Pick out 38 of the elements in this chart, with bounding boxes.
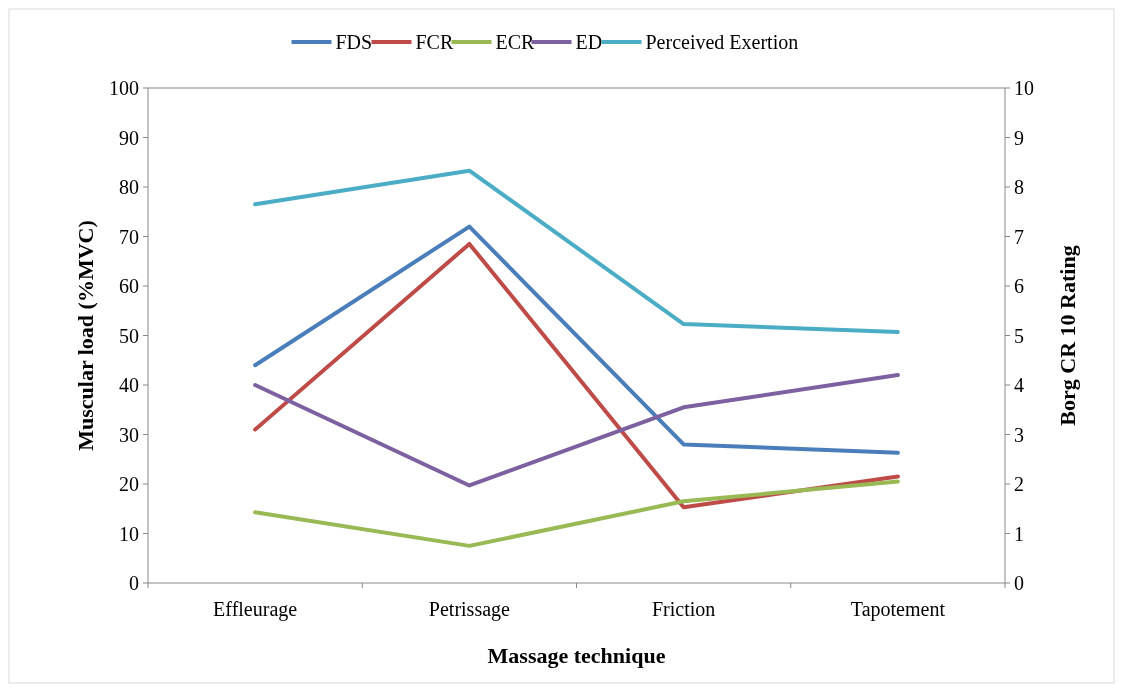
y-tick-label: 80 bbox=[119, 176, 139, 198]
y2-tick-label: 3 bbox=[1014, 423, 1024, 446]
x-tick-label: Petrissage bbox=[428, 598, 511, 621]
y2-tick-label: 0 bbox=[1014, 572, 1024, 594]
y-tick-label: 30 bbox=[119, 423, 139, 446]
y-tick-label: 40 bbox=[119, 374, 139, 396]
line-series bbox=[253, 479, 900, 548]
y2-tick-label: 4 bbox=[1014, 374, 1024, 396]
y2-tick-label: 9 bbox=[1014, 126, 1024, 149]
x-tick-label: Friction bbox=[651, 598, 716, 620]
y-axis-title: Muscular load (%MVC) bbox=[73, 220, 98, 451]
legend-label: FCR bbox=[415, 31, 454, 53]
y-tick-label: 50 bbox=[119, 324, 139, 347]
y-tick-label: 100 bbox=[109, 77, 139, 99]
y-tick-label: 60 bbox=[119, 275, 139, 297]
x-tick-label: Tapotement bbox=[850, 598, 946, 621]
y2-tick-label: 6 bbox=[1014, 275, 1024, 297]
line-series bbox=[253, 224, 900, 455]
y2-axis-title: Borg CR 10 Rating bbox=[1055, 245, 1080, 426]
x-axis-title: Massage technique bbox=[487, 643, 666, 668]
line-series bbox=[253, 168, 900, 335]
y2-tick-label: 8 bbox=[1014, 176, 1024, 198]
legend-label: Perceived Exertion bbox=[645, 31, 799, 53]
legend-label: ECR bbox=[495, 31, 536, 53]
y-tick-label: 10 bbox=[119, 522, 139, 545]
legend-label: ED bbox=[575, 31, 603, 53]
y2-tick-label: 7 bbox=[1014, 225, 1024, 248]
y2-tick-label: 5 bbox=[1014, 324, 1024, 347]
line-series bbox=[253, 373, 900, 488]
y2-tick-label: 10 bbox=[1014, 77, 1034, 99]
y2-tick-label: 2 bbox=[1014, 473, 1024, 495]
x-tick-label: Effleurage bbox=[213, 598, 298, 621]
legend-label: FDS bbox=[335, 31, 373, 53]
y2-tick-label: 1 bbox=[1014, 522, 1024, 545]
y-tick-label: 90 bbox=[119, 126, 139, 149]
y-tick-label: 20 bbox=[119, 473, 139, 495]
y-tick-label: 0 bbox=[129, 572, 139, 594]
y-tick-label: 70 bbox=[119, 225, 139, 248]
